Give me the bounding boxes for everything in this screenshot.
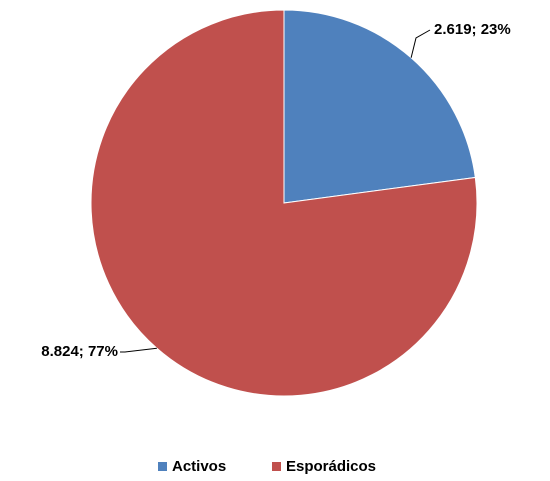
pie-slice <box>90 9 478 397</box>
legend-label: Activos <box>172 458 226 475</box>
legend-label: Esporádicos <box>286 458 376 475</box>
legend-swatch <box>272 462 281 471</box>
pie-slice <box>283 9 476 204</box>
data-label: 2.619; 23% <box>434 21 511 38</box>
leader-line <box>120 347 157 353</box>
legend-swatch <box>158 462 167 471</box>
leader-line <box>410 29 431 58</box>
data-label: 8.824; 77% <box>41 343 118 360</box>
